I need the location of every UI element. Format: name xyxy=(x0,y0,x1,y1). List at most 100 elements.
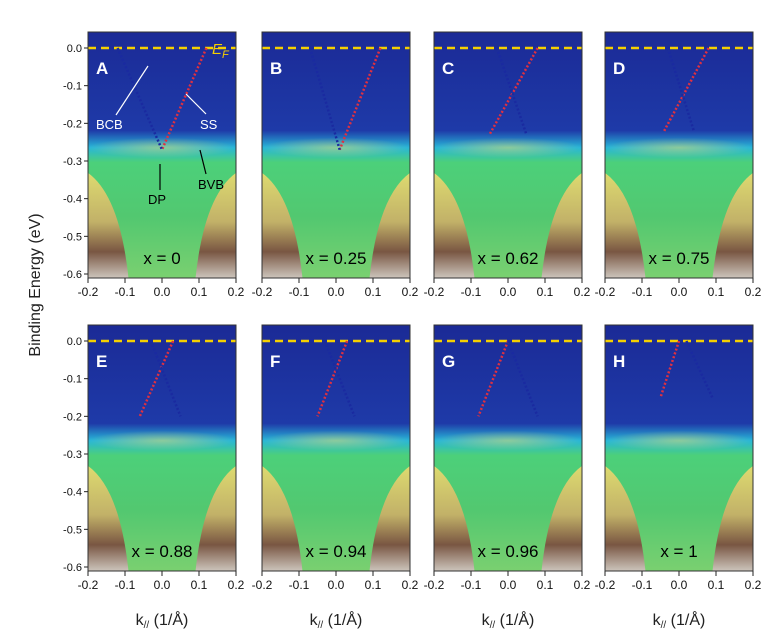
bcb-dispersion-guide xyxy=(308,47,341,151)
ss-dispersion-guide xyxy=(316,340,349,417)
doping-value-label: x = 0.94 xyxy=(306,542,367,561)
x-tick-label: -0.2 xyxy=(595,285,616,299)
x-axis-label: k// (1/Å) xyxy=(653,610,706,631)
x-tick-label: -0.2 xyxy=(595,578,616,592)
x-tick-label: 0.2 xyxy=(745,285,762,299)
x-tick-label: -0.1 xyxy=(632,578,653,592)
arpes-panel-g: Gx = 0.96 -0.2 -0.1 0.0 0.1 0.2 xyxy=(424,324,591,592)
x-tick-label: 0.0 xyxy=(671,285,688,299)
bcb-dispersion-guide xyxy=(149,340,182,417)
y-tick-label: -0.5 xyxy=(63,524,82,536)
y-tick-label: 0.0 xyxy=(67,336,82,348)
x-tick-label: 0.1 xyxy=(537,285,554,299)
bvb-right xyxy=(712,173,753,278)
bvb-left xyxy=(88,466,129,571)
x-tick-label: 0.0 xyxy=(154,285,171,299)
y-tick-label: -0.6 xyxy=(63,269,82,281)
x-tick-label: 0.0 xyxy=(500,578,517,592)
panel-label: H xyxy=(613,352,625,371)
x-tick-label: -0.1 xyxy=(632,285,653,299)
annotation-bvb: BVB xyxy=(198,177,224,192)
panel-label: D xyxy=(613,59,625,78)
bvb-right xyxy=(195,466,236,571)
x-tick-label: 0.1 xyxy=(537,578,554,592)
ss-dispersion-guide xyxy=(138,340,175,417)
y-tick-label: 0.0 xyxy=(67,43,82,55)
bvb-left xyxy=(605,466,646,571)
x-tick-label: 0.0 xyxy=(328,578,345,592)
y-tick-label: -0.3 xyxy=(63,156,82,168)
doping-value-label: x = 0.62 xyxy=(478,249,539,268)
bvb-right xyxy=(195,173,236,278)
x-tick-label: 0.1 xyxy=(365,578,382,592)
ss-dispersion-guide xyxy=(477,340,510,417)
x-tick-label: 0.2 xyxy=(402,285,419,299)
panel-label: C xyxy=(442,59,454,78)
x-tick-label: 0.1 xyxy=(191,285,208,299)
x-axis-label: k// (1/Å) xyxy=(482,610,535,631)
arpes-panel-c: Cx = 0.62 -0.2 -0.1 0.0 0.1 0.2 xyxy=(424,31,591,299)
ss-dispersion-guide xyxy=(488,47,539,136)
doping-value-label: x = 0.96 xyxy=(478,542,539,561)
x-tick-label: 0.2 xyxy=(228,285,245,299)
x-tick-label: 0.2 xyxy=(228,578,245,592)
x-tick-label: 0.1 xyxy=(708,578,725,592)
bvb-right xyxy=(712,466,753,571)
y-tick-label: -0.2 xyxy=(63,118,82,130)
ss-dispersion-guide xyxy=(659,340,681,398)
ss-dispersion-guide xyxy=(160,47,208,151)
x-tick-label: 0.2 xyxy=(574,578,591,592)
x-tick-label: -0.2 xyxy=(78,578,99,592)
bvb-right xyxy=(369,466,410,571)
x-tick-label: -0.1 xyxy=(461,578,482,592)
bcb-arrow xyxy=(115,65,149,116)
x-tick-label: -0.2 xyxy=(424,285,445,299)
bcb-dispersion-guide xyxy=(323,340,356,417)
bcb-dispersion-guide xyxy=(506,340,539,417)
y-axis-label: Binding Energy (eV) xyxy=(27,213,44,356)
band-edge-glow xyxy=(605,430,753,451)
x-tick-label: 0.0 xyxy=(154,578,171,592)
x-axis-label: k// (1/Å) xyxy=(310,610,363,631)
band-edge-glow xyxy=(262,137,410,158)
bvb-left xyxy=(434,173,475,278)
arpes-panel-e: Ex = 0.88 -0.2 -0.1 0.0 0.1 0.2 0.0 -0.1 -0.2 -0.… xyxy=(63,324,245,592)
band-edge-glow xyxy=(434,137,582,158)
y-tick-label: -0.3 xyxy=(63,449,82,461)
annotation-ss: SS xyxy=(200,117,218,132)
x-tick-label: 0.1 xyxy=(708,285,725,299)
x-tick-label: 0.0 xyxy=(500,285,517,299)
band-edge-glow xyxy=(605,137,753,158)
x-tick-label: 0.2 xyxy=(402,578,419,592)
annotation-dp: DP xyxy=(148,192,166,207)
x-tick-label: -0.2 xyxy=(424,578,445,592)
x-tick-label: -0.1 xyxy=(115,578,136,592)
y-tick-label: -0.6 xyxy=(63,562,82,574)
panel-label: F xyxy=(270,352,280,371)
panel-label: G xyxy=(442,352,455,371)
x-tick-label: -0.2 xyxy=(78,285,99,299)
bcb-dispersion-guide xyxy=(495,47,528,136)
bcb-dispersion-guide xyxy=(116,47,164,151)
bvb-right xyxy=(541,466,582,571)
bvb-right xyxy=(541,173,582,278)
bvb-left xyxy=(88,173,129,278)
arpes-panel-a: Ax = 0 -0.2 -0.1 0.0 0.1 0.2 0.0 -0.1 -0.2 -0.3 -0… xyxy=(63,31,245,299)
band-edge-glow xyxy=(434,430,582,451)
doping-value-label: x = 1 xyxy=(660,542,697,561)
doping-value-label: x = 0.25 xyxy=(306,249,367,268)
x-axis-label: k// (1/Å) xyxy=(136,610,189,631)
x-tick-label: 0.2 xyxy=(574,285,591,299)
annotation-bcb: BCB xyxy=(96,117,123,132)
bvb-left xyxy=(262,173,303,278)
arpes-panel-d: Dx = 0.75 -0.2 -0.1 0.0 0.1 0.2 xyxy=(595,31,762,299)
x-tick-label: 0.1 xyxy=(365,285,382,299)
bvb-left xyxy=(434,466,475,571)
y-tick-label: -0.2 xyxy=(63,411,82,423)
x-tick-label: 0.0 xyxy=(671,578,688,592)
x-tick-label: -0.1 xyxy=(115,285,136,299)
panel-label: E xyxy=(96,352,107,371)
x-tick-label: -0.1 xyxy=(289,285,310,299)
y-tick-label: -0.4 xyxy=(63,487,82,499)
